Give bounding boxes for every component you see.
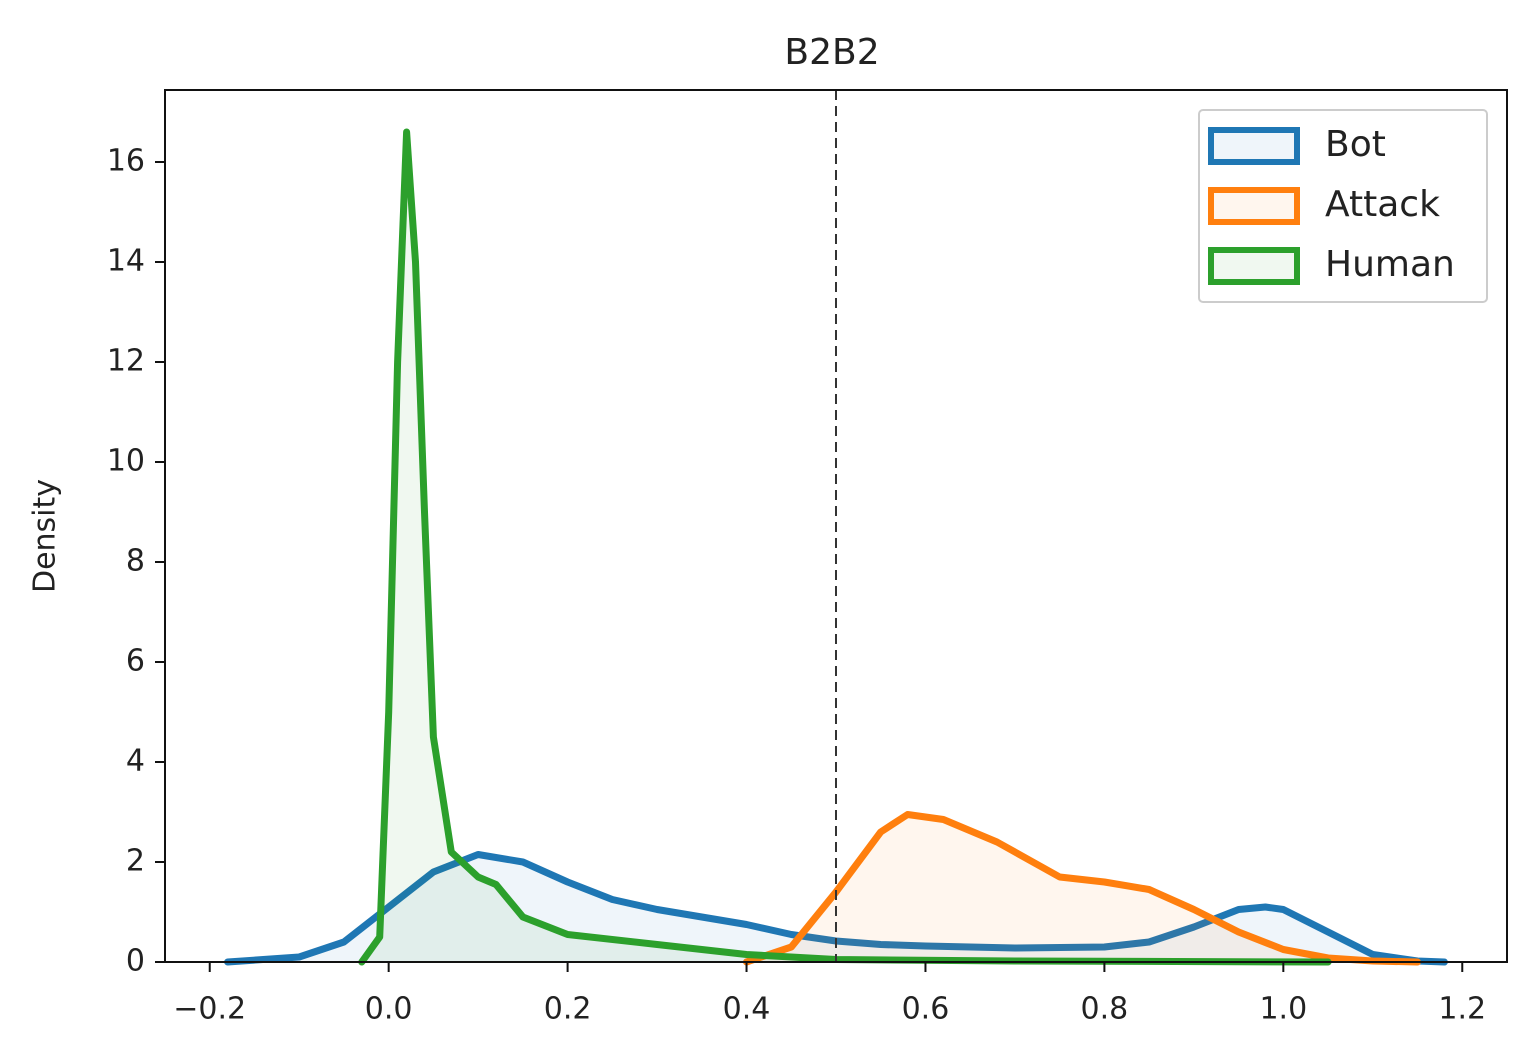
x-tick-label: 0.4 xyxy=(723,992,771,1027)
y-tick-label: 10 xyxy=(107,444,145,479)
y-tick-label: 2 xyxy=(126,844,145,879)
density-line xyxy=(358,128,1332,966)
y-tick-label: 6 xyxy=(126,644,145,679)
legend-label: Bot xyxy=(1325,124,1386,165)
legend-box xyxy=(1198,109,1488,303)
y-tick-label: 14 xyxy=(107,244,145,279)
legend-label: Attack xyxy=(1325,184,1440,225)
chart-title: B2B2 xyxy=(784,32,879,73)
plot-frame xyxy=(164,89,1508,963)
legend-swatch xyxy=(1208,127,1300,165)
y-tick-label: 12 xyxy=(107,344,145,379)
x-tick-label: 0.0 xyxy=(365,992,413,1027)
density-area xyxy=(746,814,1418,962)
x-tick-label: −0.2 xyxy=(173,992,246,1027)
x-tick-label: 0.2 xyxy=(544,992,592,1027)
legend: Bot Attack Human xyxy=(1198,109,1488,303)
density-area xyxy=(227,854,1445,962)
y-tick-label: 8 xyxy=(126,544,145,579)
y-tick-label: 0 xyxy=(126,944,145,979)
density-line xyxy=(743,811,1421,966)
y-tick-label: 4 xyxy=(126,744,145,779)
x-tick-label: 0.8 xyxy=(1081,992,1129,1027)
density-area xyxy=(361,132,1329,962)
legend-swatch xyxy=(1208,187,1300,225)
x-tick-label: 1.0 xyxy=(1259,992,1307,1027)
legend-label: Human xyxy=(1325,244,1455,285)
x-tick-label: 0.6 xyxy=(902,992,950,1027)
y-axis-label: Density xyxy=(28,479,63,593)
x-tick-label: 1.2 xyxy=(1438,992,1486,1027)
legend-swatch xyxy=(1208,247,1300,285)
y-tick-label: 16 xyxy=(107,144,145,179)
